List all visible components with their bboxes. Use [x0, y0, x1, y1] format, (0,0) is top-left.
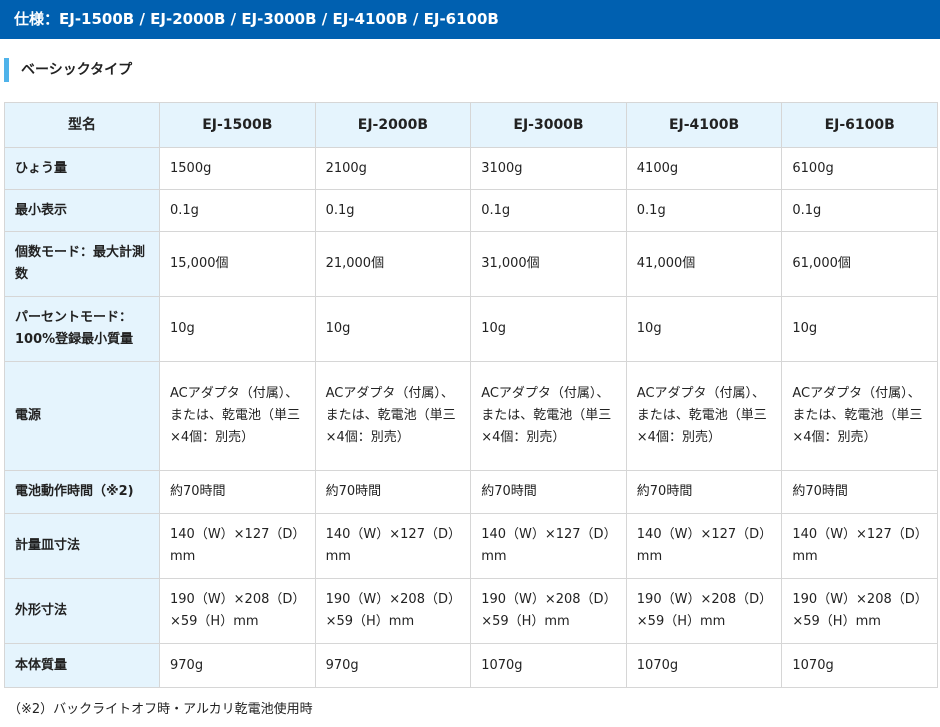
table-cell: 0.1g: [470, 189, 627, 232]
table-cell: 約70時間: [159, 470, 316, 514]
row-label: 計量皿寸法: [4, 513, 160, 579]
column-header: EJ-1500B: [159, 102, 316, 148]
table-cell: 10g: [470, 296, 627, 362]
table-cell: 約70時間: [625, 470, 783, 514]
table-cell: 190（W）×208（D）×59（H）mm: [625, 578, 783, 644]
row-header-title: 型名: [4, 102, 160, 148]
row-label: パーセントモード：100%登録最小質量: [4, 296, 160, 362]
table-cell: 10g: [625, 296, 783, 362]
table-cell: ACアダプタ（付属）、または、乾電池（単三×4個：別売）: [159, 361, 316, 471]
table-cell: 190（W）×208（D）×59（H）mm: [159, 578, 316, 644]
table-cell: ACアダプタ（付属）、または、乾電池（単三×4個：別売）: [314, 361, 472, 471]
column-header: EJ-2000B: [314, 102, 472, 148]
table-cell: 1070g: [781, 643, 938, 688]
table-cell: 2100g: [314, 147, 472, 190]
table-row: 本体質量 970g 970g 1070g 1070g 1070g: [4, 643, 938, 688]
table-cell: 140（W）×127（D）mm: [159, 513, 316, 579]
table-row: パーセントモード：100%登録最小質量 10g 10g 10g 10g 10g: [4, 296, 938, 362]
table-cell: 140（W）×127（D）mm: [625, 513, 783, 579]
table-cell: 10g: [781, 296, 938, 362]
table-cell: 970g: [314, 643, 472, 688]
row-label: 電源: [4, 361, 160, 471]
spec-table: 型名 EJ-1500B EJ-2000B EJ-3000B EJ-4100B EJ-610…: [4, 102, 938, 688]
table-cell: 10g: [159, 296, 316, 362]
table-cell: 0.1g: [625, 189, 783, 232]
table-cell: 1070g: [625, 643, 783, 688]
footnote: （※2）バックライトオフ時・アルカリ乾電池使用時: [8, 702, 313, 717]
table-cell: 140（W）×127（D）mm: [314, 513, 472, 579]
table-cell: 15,000個: [159, 231, 316, 297]
table-cell: 4100g: [625, 147, 783, 190]
table-cell: 1070g: [470, 643, 627, 688]
table-cell: 1500g: [159, 147, 316, 190]
page-title: 仕様：EJ-1500B / EJ-2000B / EJ-3000B / EJ-4…: [0, 0, 940, 39]
row-label: 個数モード：最大計測数: [4, 231, 160, 297]
table-cell: 0.1g: [314, 189, 472, 232]
row-label: 最小表示: [4, 189, 160, 232]
table-row: 電池動作時間（※2) 約70時間 約70時間 約70時間 約70時間 約70時間: [4, 470, 938, 514]
row-label: 本体質量: [4, 643, 160, 688]
table-row: ひょう量 1500g 2100g 3100g 4100g 6100g: [4, 147, 938, 190]
table-cell: 約70時間: [781, 470, 938, 514]
table-cell: 31,000個: [470, 231, 627, 297]
table-cell: 970g: [159, 643, 316, 688]
table-cell: 10g: [314, 296, 472, 362]
table-row: 個数モード：最大計測数 15,000個 21,000個 31,000個 41,000個 6…: [4, 231, 938, 297]
column-header: EJ-4100B: [625, 102, 783, 148]
table-cell: ACアダプタ（付属）、または、乾電池（単三×4個：別売）: [625, 361, 783, 471]
table-row: 計量皿寸法 140（W）×127（D）mm 140（W）×127（D）mm 140（W…: [4, 513, 938, 579]
section-heading: ベーシックタイプ: [4, 58, 132, 82]
table-cell: 41,000個: [625, 231, 783, 297]
table-cell: 190（W）×208（D）×59（H）mm: [314, 578, 472, 644]
table-cell: 約70時間: [470, 470, 627, 514]
table-cell: 6100g: [781, 147, 938, 190]
table-cell: 190（W）×208（D）×59（H）mm: [470, 578, 627, 644]
table-row: 外形寸法 190（W）×208（D）×59（H）mm 190（W）×208（D）×5…: [4, 578, 938, 644]
table-cell: 0.1g: [159, 189, 316, 232]
table-cell: ACアダプタ（付属）、または、乾電池（単三×4個：別売）: [781, 361, 938, 471]
table-cell: 61,000個: [781, 231, 938, 297]
table-cell: 約70時間: [314, 470, 472, 514]
table-cell: 0.1g: [781, 189, 938, 232]
table-cell: 3100g: [470, 147, 627, 190]
table-cell: 21,000個: [314, 231, 472, 297]
row-label: 電池動作時間（※2): [4, 470, 160, 514]
table-header-row: 型名 EJ-1500B EJ-2000B EJ-3000B EJ-4100B EJ-610…: [4, 102, 938, 148]
column-header: EJ-3000B: [470, 102, 627, 148]
table-cell: 140（W）×127（D）mm: [470, 513, 627, 579]
table-row: 最小表示 0.1g 0.1g 0.1g 0.1g 0.1g: [4, 189, 938, 232]
row-label: 外形寸法: [4, 578, 160, 644]
row-label: ひょう量: [4, 147, 160, 190]
table-cell: ACアダプタ（付属）、または、乾電池（単三×4個：別売）: [470, 361, 627, 471]
table-cell: 140（W）×127（D）mm: [781, 513, 938, 579]
table-row: 電源 ACアダプタ（付属）、または、乾電池（単三×4個：別売） ACアダプタ（付属）…: [4, 361, 938, 471]
column-header: EJ-6100B: [781, 102, 938, 148]
table-cell: 190（W）×208（D）×59（H）mm: [781, 578, 938, 644]
